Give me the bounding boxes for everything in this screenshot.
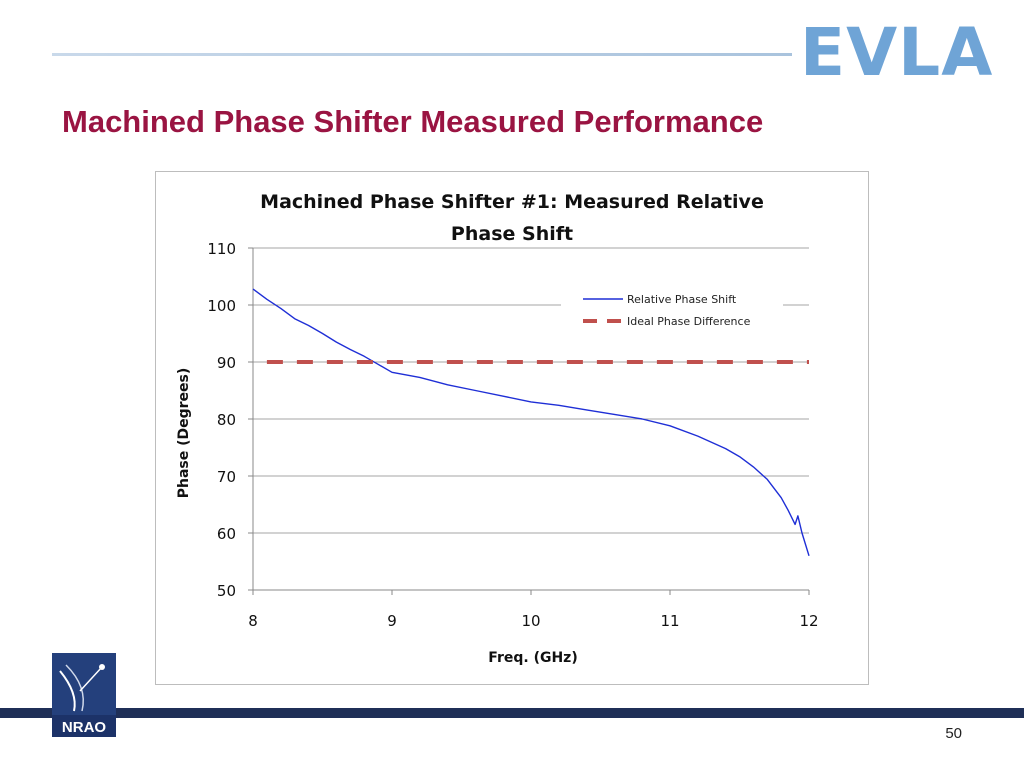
measured-phase-line: [252, 288, 810, 557]
x-tick-label-12: 12: [799, 612, 818, 630]
chart-title-line-2: Phase Shift: [450, 223, 574, 245]
y-tick-label-70: 70: [217, 468, 236, 486]
nrao-logo: NRAO: [52, 653, 116, 737]
x-axis-label: Freq. (GHz): [488, 650, 577, 666]
y-tick-label-80: 80: [217, 411, 236, 429]
y-tick-label-110: 110: [207, 240, 236, 258]
evla-logo: EVLA: [800, 14, 994, 91]
x-tick-label-11: 11: [660, 612, 679, 630]
chart-frame: Machined Phase Shifter #1: Measured Rela…: [155, 171, 869, 685]
y-tick-label-50: 50: [217, 582, 236, 600]
legend-label-1: Relative Phase Shift: [627, 293, 737, 306]
chart-title-line-1: Machined Phase Shifter #1: Measured Rela…: [260, 191, 764, 213]
y-tick-label-60: 60: [217, 525, 236, 543]
y-tick-label-100: 100: [207, 297, 236, 315]
x-tick-label-10: 10: [521, 612, 540, 630]
legend-label-2: Ideal Phase Difference: [627, 315, 751, 328]
slide-title: Machined Phase Shifter Measured Performa…: [62, 104, 764, 139]
x-tick-label-9: 9: [387, 612, 397, 630]
y-axis-label: Phase (Degrees): [176, 368, 192, 499]
header-rule: [52, 53, 792, 56]
legend-box: [561, 286, 783, 332]
phase-chart: 50 60 70 80 90 100 110 8 9 10 11 12 Freq. (GHz) Phase…: [176, 240, 819, 666]
x-tick-label-8: 8: [248, 612, 258, 630]
y-tick-label-90: 90: [217, 354, 236, 372]
footer-band: [0, 708, 1024, 718]
page-number: 50: [945, 725, 962, 742]
chart-title: Machined Phase Shifter #1: Measured Rela…: [156, 186, 868, 250]
nrao-logo-text: NRAO: [62, 719, 106, 736]
